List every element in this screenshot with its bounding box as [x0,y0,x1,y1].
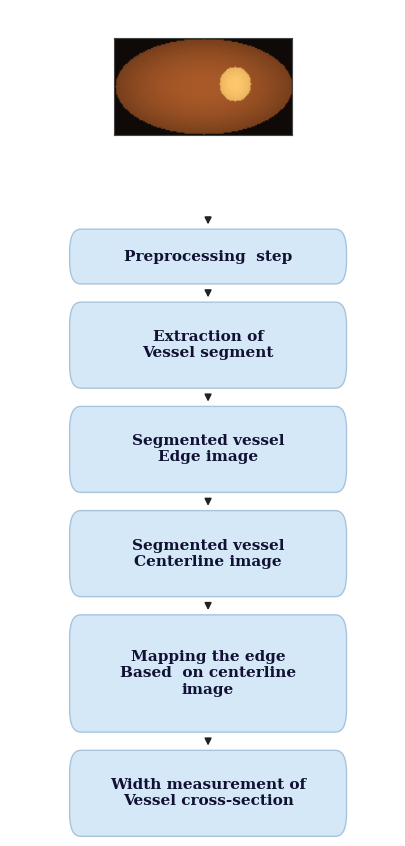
FancyBboxPatch shape [70,229,346,284]
Text: Extraction of
Vessel segment: Extraction of Vessel segment [142,330,273,360]
FancyBboxPatch shape [70,511,346,596]
FancyBboxPatch shape [70,302,346,388]
FancyBboxPatch shape [70,406,346,492]
Text: Segmented vessel
Edge image: Segmented vessel Edge image [132,434,284,464]
FancyBboxPatch shape [70,615,346,732]
FancyBboxPatch shape [70,750,346,837]
Text: Preprocessing  step: Preprocessing step [124,250,292,264]
Text: Mapping the edge
Based  on centerline
image: Mapping the edge Based on centerline ima… [120,651,295,696]
Text: Width measurement of
Vessel cross-section: Width measurement of Vessel cross-sectio… [110,778,305,809]
Text: Segmented vessel
Centerline image: Segmented vessel Centerline image [132,539,284,569]
